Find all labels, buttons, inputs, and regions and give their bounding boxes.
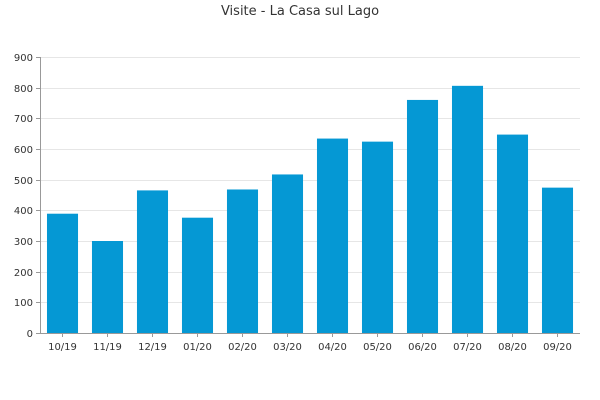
bar-02-20 [226,189,259,333]
bar-06-20 [406,99,439,334]
y-tick-label: 500 [14,176,33,187]
axes [36,57,580,337]
x-tick-label: 08/20 [498,342,527,353]
bar-11-19 [91,241,124,333]
y-tick-label: 200 [14,268,33,279]
y-tick-label: 100 [14,298,33,309]
x-tick-label: 09/20 [543,342,572,353]
chart-title: Visite - La Casa sul Lago [221,4,379,19]
bar-05-20 [361,141,394,333]
x-tick-label: 04/20 [318,342,347,353]
bar-09-20 [541,187,574,333]
x-tick-label: 05/20 [363,342,392,353]
bars [46,85,574,334]
bar-10-19 [46,213,79,333]
y-tick-labels: 0 100 200 300 400 500 600 700 800 900 [14,53,33,340]
bar-04-20 [316,138,349,333]
bar-12-19 [136,190,169,333]
bar-01-20 [181,217,214,333]
y-tick-label: 300 [14,237,33,248]
x-tick-label: 02/20 [228,342,257,353]
y-tick-label: 900 [14,53,33,64]
gridlines [40,57,580,303]
y-tick-label: 600 [14,145,33,156]
y-tick-label: 0 [27,329,33,340]
x-tick-label: 06/20 [408,342,437,353]
x-tick-label: 12/19 [138,342,167,353]
y-tick-label: 800 [14,84,33,95]
bar-08-20 [496,134,529,333]
x-tick-labels: 10/19 11/19 12/19 01/20 02/20 03/20 04/20 05/20… [48,342,572,353]
x-tick-label: 07/20 [453,342,482,353]
x-tick-label: 10/19 [48,342,77,353]
y-tick-label: 700 [14,114,33,125]
bar-07-20 [451,85,484,333]
x-tick-label: 01/20 [183,342,212,353]
x-tick-label: 11/19 [93,342,122,353]
x-tick-label: 03/20 [273,342,302,353]
y-tick-label: 400 [14,206,33,217]
bar-03-20 [271,174,304,333]
